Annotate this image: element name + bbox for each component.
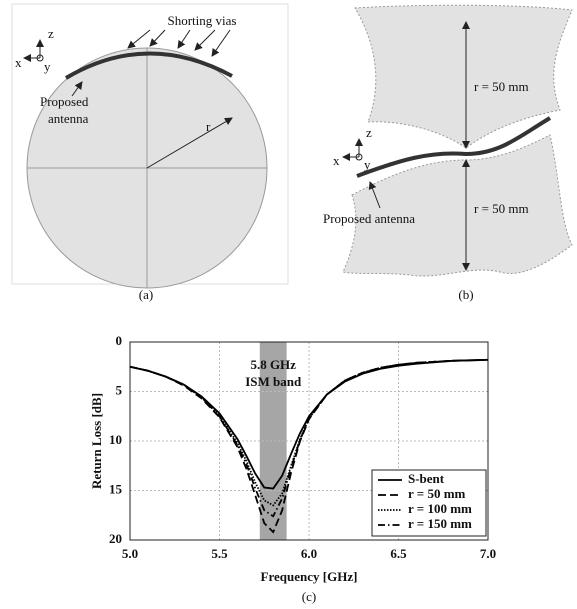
x-axis-label: Frequency [GHz] <box>261 569 358 584</box>
y-tick-label: 0 <box>116 333 123 348</box>
axis-letter: y <box>364 157 371 172</box>
label: r <box>206 119 211 134</box>
axis-letter: z <box>366 125 372 140</box>
caption: (c) <box>302 589 316 604</box>
axis-letter: z <box>48 26 54 41</box>
y-tick-label: 15 <box>109 481 123 496</box>
legend-label: r = 100 mm <box>408 501 472 516</box>
annotation: 5.8 GHz <box>250 357 296 372</box>
label: antenna <box>48 111 89 126</box>
y-axis-label: Return Loss [dB] <box>89 393 104 489</box>
label: r = 50 mm <box>474 79 529 94</box>
axis-letter: x <box>333 153 340 168</box>
sphere <box>343 135 572 276</box>
y-tick-label: 5 <box>116 382 123 397</box>
axis-letter: x <box>15 55 22 70</box>
axes-icon <box>343 139 362 160</box>
label: Shorting vias <box>168 13 237 28</box>
x-tick-label: 6.0 <box>301 546 317 561</box>
panel-a: Shorting vias Proposed antenna r z x y (… <box>12 4 288 302</box>
panel-b: r = 50 mm r = 50 mm Proposed antenna z x… <box>323 5 572 302</box>
x-tick-label: 7.0 <box>480 546 496 561</box>
label: r = 50 mm <box>474 201 529 216</box>
legend-label: r = 50 mm <box>408 486 466 501</box>
y-tick-label: 20 <box>109 531 122 546</box>
axis-letter: y <box>44 59 51 74</box>
label: Proposed <box>40 94 89 109</box>
caption: (b) <box>458 287 473 302</box>
label: Proposed antenna <box>323 211 415 226</box>
figure: Shorting vias Proposed antenna r z x y (… <box>0 0 577 609</box>
legend-label: S-bent <box>408 471 445 486</box>
x-tick-label: 5.5 <box>211 546 228 561</box>
x-tick-label: 5.0 <box>122 546 138 561</box>
annotation: ISM band <box>245 374 302 389</box>
page: Shorting vias Proposed antenna r z x y (… <box>0 0 577 609</box>
legend-label: r = 150 mm <box>408 516 472 531</box>
caption: (a) <box>139 287 153 302</box>
x-tick-label: 6.5 <box>390 546 407 561</box>
y-tick-label: 10 <box>109 432 122 447</box>
